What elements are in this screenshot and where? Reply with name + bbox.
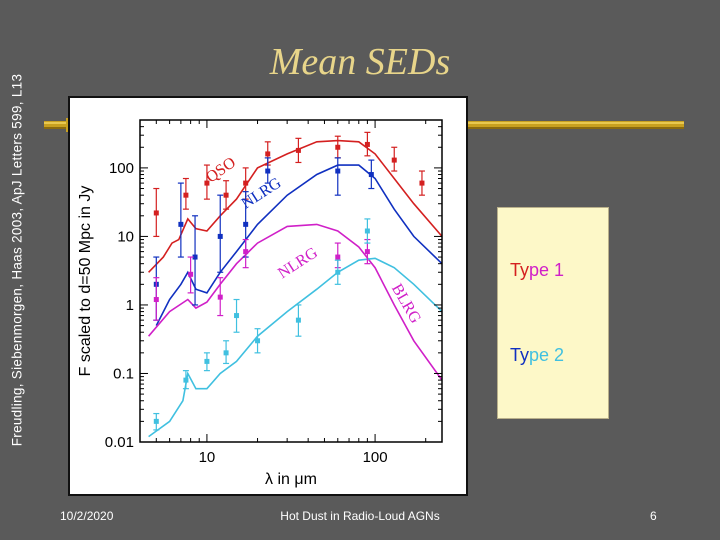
legend-type1-part2: pe 1 (529, 260, 565, 280)
y-tick-label: 0.1 (113, 365, 134, 382)
series-0-point (419, 180, 425, 186)
series-2-point (243, 249, 249, 255)
series-1-point (335, 168, 341, 174)
y-tick-label: 100 (109, 160, 134, 177)
series-2-curve (147, 223, 443, 381)
y-axis-label: F scaled to d=50 Mpc in Jy (77, 186, 94, 377)
series-0-point (391, 157, 397, 163)
footer-page-number: 6 (650, 509, 657, 523)
x-axis-label: λ in μm (265, 471, 317, 488)
series-3-point (153, 418, 159, 424)
series-0-point (243, 180, 249, 186)
legend-box: Type 1 Type 2 (497, 207, 609, 419)
y-tick-label: 0.01 (105, 434, 134, 451)
legend-type2-part2: pe 2 (529, 345, 565, 365)
series-3-point (183, 377, 189, 383)
series-0-point (265, 151, 271, 157)
sed-chart: 10 100 0.01 0.1 1 10 100 λ in μm F scaled to d=5… (68, 96, 468, 496)
series-2-point (364, 249, 370, 255)
legend-entry-type2: Type 2 (510, 345, 564, 366)
legend-entry-type1: Type 1 (510, 260, 564, 281)
series-1-point (178, 221, 184, 227)
series-0-curve (148, 139, 443, 273)
annotation-nlrg-2: NLRG (275, 244, 321, 282)
y-tick-label: 1 (126, 297, 134, 314)
series-2-point (153, 297, 159, 303)
side-citation: Freudling, Siebenmorgen, Haas 2003, ApJ … (2, 0, 32, 520)
footer-title: Hot Dust in Radio-Loud AGNs (280, 509, 440, 523)
y-tick-label: 10 (117, 228, 134, 245)
series-3-point (204, 358, 210, 364)
series-2-point (335, 254, 341, 260)
x-tick-label: 100 (363, 449, 388, 466)
series-3-point (255, 338, 261, 344)
annotation-qso-0: QSO (203, 154, 239, 186)
series-0-point (335, 144, 341, 150)
series-0-point (364, 141, 370, 147)
slide-title: Mean SEDs (269, 41, 451, 83)
series-3-point (335, 269, 341, 275)
legend-type1-part1: Ty (510, 260, 530, 280)
series-1-point (368, 172, 374, 178)
series-1-curve (155, 164, 443, 326)
series-3-point (295, 317, 301, 323)
series-1-point (265, 168, 271, 174)
series-3-point (234, 313, 240, 319)
series-0-point (183, 192, 189, 198)
series-2-point (217, 294, 223, 300)
series-0-point (223, 192, 229, 198)
series-0-point (295, 147, 301, 153)
series-0-point (153, 210, 159, 216)
sed-chart-svg: 10 100 0.01 0.1 1 10 100 λ in μm F scaled to d=5… (77, 119, 443, 488)
series-3-point (223, 350, 229, 356)
series-1-point (243, 221, 249, 227)
series-1-point (217, 233, 223, 239)
series-0-point (204, 180, 210, 186)
series-2-point (188, 271, 194, 277)
legend-type2-part1: Ty (510, 345, 530, 365)
series-3-point (364, 228, 370, 234)
plot-frame (139, 119, 443, 443)
x-tick-label: 10 (199, 449, 216, 466)
footer-date: 10/2/2020 (60, 509, 114, 523)
citation-text: Freudling, Siebenmorgen, Haas 2003, ApJ … (9, 73, 25, 447)
series-1-point (192, 254, 198, 260)
